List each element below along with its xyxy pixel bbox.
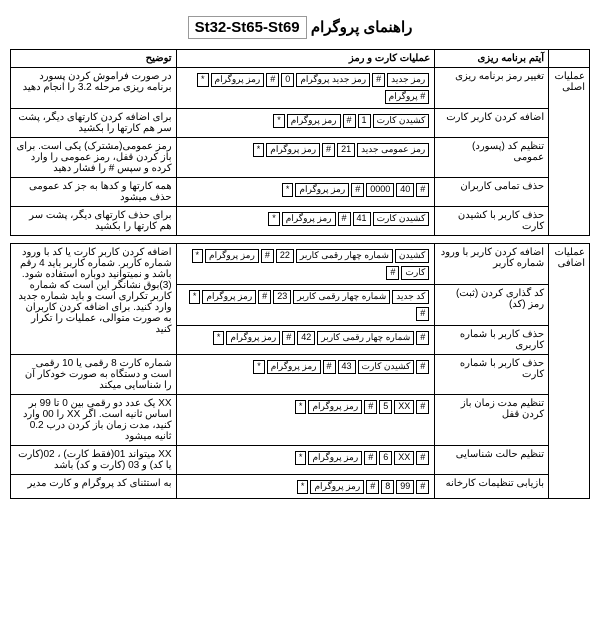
keypad-key: *: [297, 480, 309, 494]
keypad-key: *: [295, 400, 307, 414]
table-row: عملیات اضافی اضافه کردن کاربر با ورود شم…: [11, 244, 590, 285]
keypad-key: #: [322, 143, 335, 157]
keypad-key: شماره چهار رقمی کاربر: [293, 290, 390, 304]
keypad-key: رمز پروگرام: [287, 114, 341, 128]
keypad-key: #: [343, 114, 356, 128]
keypad-key: #: [386, 266, 399, 280]
keypad-key: 6: [379, 451, 392, 465]
keypad-key: 22: [276, 249, 294, 263]
keypad-key: شماره چهار رقمی کاربر: [317, 331, 414, 345]
keypad-key: 43: [338, 360, 356, 374]
keypad-key: #: [351, 183, 364, 197]
header-row: آیتم برنامه ریزی عملیات کارت و رمز توضیح: [11, 50, 590, 68]
keypad-key: #: [416, 451, 429, 465]
keypad-key: رمز پروگرام: [310, 480, 364, 494]
keypad-key: کشیدن: [395, 249, 429, 263]
keypad-key: #: [416, 183, 429, 197]
keypad-key: #: [416, 360, 429, 374]
keypad-key: *: [253, 360, 265, 374]
keypad-key: # پروگرام: [385, 90, 430, 104]
keypad-key: XX: [394, 451, 414, 465]
keypad-key: 1: [358, 114, 371, 128]
table-row: حذف تمامی کاربران #400000#رمز پروگرام* ه…: [11, 178, 590, 207]
keypad-key: #: [416, 480, 429, 494]
keypad-key: #: [416, 331, 429, 345]
keypad-key: رمز پروگرام: [308, 400, 362, 414]
keypad-key: *: [192, 249, 204, 263]
cat-main: عملیات اصلی: [549, 68, 590, 236]
page-title: راهنمای پروگرام St32-St65-St69: [10, 16, 590, 39]
keypad-key: کد جدید: [392, 290, 429, 304]
keypad-key: رمز پروگرام: [226, 331, 280, 345]
cat-extra: عملیات اضافی: [549, 244, 590, 499]
keypad-key: *: [213, 331, 225, 345]
keypad-key: #: [366, 480, 379, 494]
keypad-key: #: [266, 73, 279, 87]
keypad-key: *: [273, 114, 285, 128]
keypad-key: #: [338, 212, 351, 226]
title-fa: راهنمای پروگرام: [311, 19, 413, 36]
table-row: اضافه کردن کاربر کارت کشیدن کارت1#رمز پر…: [11, 109, 590, 138]
keypad-key: 40: [396, 183, 414, 197]
keypad-key: رمز پروگرام: [267, 360, 321, 374]
keypad-key: *: [268, 212, 280, 226]
keypad-key: کشیدن کارت: [358, 360, 415, 374]
keypad-key: رمز پروگرام: [266, 143, 320, 157]
keypad-key: کشیدن کارت: [373, 212, 430, 226]
keypad-key: #: [372, 73, 385, 87]
keypad-key: #: [364, 400, 377, 414]
keypad-key: *: [295, 451, 307, 465]
keypad-key: رمز پروگرام: [282, 212, 336, 226]
table-row: تنظیم کد (پسورد) عمومی رمز عمومی جدید21#…: [11, 138, 590, 178]
h-desc: توضیح: [11, 50, 177, 68]
keypad-key: رمز پروگرام: [295, 183, 349, 197]
table-row: حذف کاربر با کشیدن کارت کشیدن کارت41#رمز…: [11, 207, 590, 236]
keypad-key: 8: [381, 480, 394, 494]
keypad-key: #: [323, 360, 336, 374]
keypad-key: کشیدن کارت: [373, 114, 430, 128]
table-row: عملیات اصلی تغییر رمز برنامه ریزی رمز جد…: [11, 68, 590, 109]
keypad-key: شماره چهار رقمی کاربر: [296, 249, 393, 263]
keypad-key: رمز عمومی جدید: [357, 143, 429, 157]
guide-table: آیتم برنامه ریزی عملیات کارت و رمز توضیح…: [10, 49, 590, 499]
table-row: تنظیم حالت شناسایی #XX6#رمز پروگرام* XX …: [11, 446, 590, 475]
keypad-key: 42: [297, 331, 315, 345]
keypad-key: رمز جدید پروگرام: [296, 73, 370, 87]
keypad-key: 0: [281, 73, 294, 87]
keypad-key: XX: [394, 400, 414, 414]
title-latin: St32-St65-St69: [188, 16, 307, 39]
keypad-key: #: [416, 307, 429, 321]
keypad-key: رمز جدید: [387, 73, 429, 87]
keypad-key: رمز پروگرام: [205, 249, 259, 263]
keypad-key: رمز پروگرام: [211, 73, 265, 87]
keypad-key: *: [253, 143, 265, 157]
keypad-key: #: [258, 290, 271, 304]
table-row: بازیابی تنظیمات کارخانه #998#رمز پروگرام…: [11, 475, 590, 499]
table-row: تنظیم مدت زمان باز کردن قفل #XX5#رمز پرو…: [11, 395, 590, 446]
keypad-key: #: [364, 451, 377, 465]
h-item: آیتم برنامه ریزی: [435, 50, 549, 68]
keypad-key: رمز پروگرام: [202, 290, 256, 304]
keypad-key: رمز پروگرام: [308, 451, 362, 465]
h-op: عملیات کارت و رمز: [176, 50, 435, 68]
keypad-key: #: [282, 331, 295, 345]
table-row: حذف کاربر با شماره کارت #کشیدن کارت43#رم…: [11, 355, 590, 395]
keypad-key: *: [197, 73, 209, 87]
keypad-key: #: [261, 249, 274, 263]
keypad-key: *: [189, 290, 201, 304]
keypad-key: کارت: [401, 266, 429, 280]
keypad-key: 21: [337, 143, 355, 157]
keypad-key: 99: [396, 480, 414, 494]
keypad-key: 41: [353, 212, 371, 226]
keypad-key: #: [416, 400, 429, 414]
keypad-key: 23: [273, 290, 291, 304]
keypad-key: 0000: [366, 183, 394, 197]
keypad-key: 5: [379, 400, 392, 414]
keypad-key: *: [282, 183, 294, 197]
